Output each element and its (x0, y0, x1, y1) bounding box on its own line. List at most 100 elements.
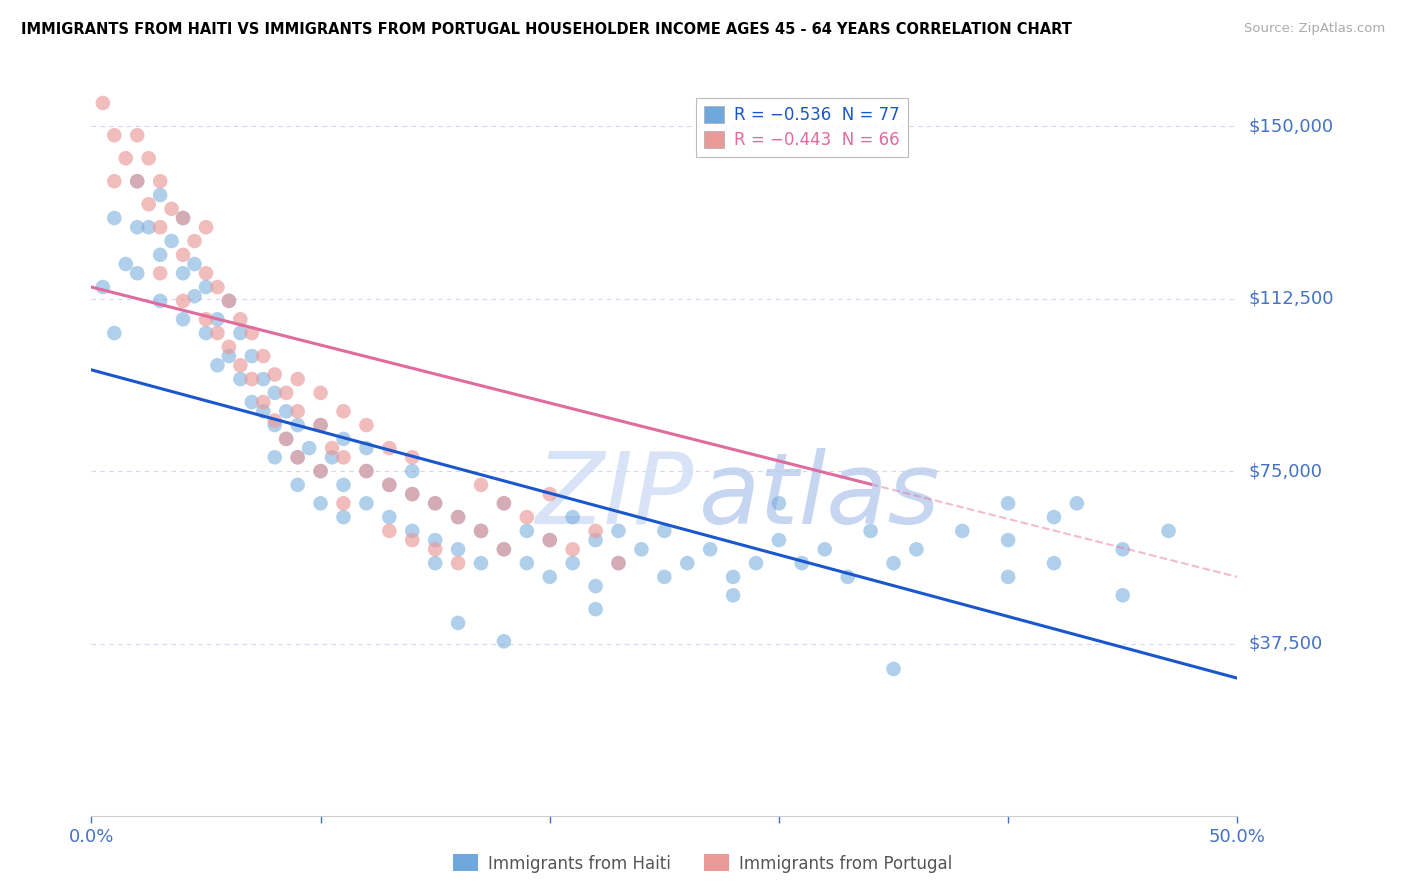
Point (172, 248, 194, 262)
Point (287, 478, 309, 492)
Point (790, 556, 813, 570)
Point (516, 510, 538, 524)
Point (252, 395, 274, 409)
Point (138, 151, 160, 165)
Point (447, 542, 470, 557)
Point (298, 441, 321, 455)
Point (229, 372, 252, 386)
Text: atlas: atlas (699, 448, 941, 545)
Point (332, 432, 354, 446)
Point (447, 615, 470, 630)
Point (91, 280, 114, 294)
Point (287, 450, 309, 465)
Point (447, 510, 470, 524)
Point (138, 197, 160, 211)
Point (538, 487, 561, 501)
Point (768, 496, 790, 510)
Point (814, 542, 837, 557)
Point (401, 533, 423, 548)
Point (585, 579, 607, 593)
Point (263, 418, 285, 433)
Point (252, 404, 274, 418)
Point (332, 496, 354, 510)
Point (652, 524, 675, 538)
Text: ZIP: ZIP (534, 448, 693, 545)
Point (207, 312, 229, 326)
Point (837, 570, 859, 584)
Point (401, 524, 423, 538)
Point (721, 570, 744, 584)
Point (356, 464, 378, 478)
Point (309, 464, 332, 478)
Point (218, 340, 240, 354)
Point (127, 220, 149, 235)
Point (276, 404, 298, 418)
Point (1111, 588, 1133, 602)
Point (103, 326, 125, 340)
Point (252, 349, 274, 363)
Point (149, 266, 172, 280)
Text: $112,500: $112,500 (1249, 290, 1334, 308)
Point (401, 450, 423, 465)
Point (103, 211, 125, 225)
Point (194, 280, 217, 294)
Point (470, 524, 492, 538)
Text: $150,000: $150,000 (1249, 117, 1333, 135)
Point (287, 404, 309, 418)
Point (207, 280, 229, 294)
Point (607, 556, 630, 570)
Point (276, 432, 298, 446)
Point (997, 496, 1019, 510)
Point (1066, 496, 1088, 510)
Point (309, 385, 332, 400)
Point (149, 174, 172, 188)
Point (561, 510, 583, 524)
Point (1111, 542, 1133, 557)
Point (218, 293, 240, 308)
Point (516, 556, 538, 570)
Point (229, 312, 252, 326)
Point (172, 211, 194, 225)
Point (127, 266, 149, 280)
Legend: Immigrants from Haiti, Immigrants from Portugal: Immigrants from Haiti, Immigrants from P… (447, 847, 959, 880)
Point (699, 542, 721, 557)
Point (470, 478, 492, 492)
Point (997, 570, 1019, 584)
Point (378, 524, 401, 538)
Point (859, 524, 882, 538)
Point (1043, 556, 1066, 570)
Point (492, 496, 515, 510)
Point (218, 349, 240, 363)
Point (207, 326, 229, 340)
Point (309, 464, 332, 478)
Point (194, 312, 217, 326)
Point (423, 496, 446, 510)
Point (309, 496, 332, 510)
Point (356, 496, 378, 510)
Point (321, 441, 343, 455)
Point (492, 496, 515, 510)
Point (423, 542, 446, 557)
Point (172, 211, 194, 225)
Point (91, 95, 114, 110)
Point (252, 372, 274, 386)
Point (149, 293, 172, 308)
Point (160, 202, 183, 216)
Point (172, 266, 194, 280)
Point (561, 542, 583, 557)
Point (263, 413, 285, 427)
Text: $75,000: $75,000 (1249, 462, 1323, 480)
Point (309, 418, 332, 433)
Legend: R = −0.536  N = 77, R = −0.443  N = 66: R = −0.536 N = 77, R = −0.443 N = 66 (696, 97, 908, 157)
Point (183, 234, 205, 248)
Point (240, 372, 263, 386)
Point (287, 450, 309, 465)
Point (492, 542, 515, 557)
Point (423, 496, 446, 510)
Point (538, 533, 561, 548)
Point (950, 524, 973, 538)
Point (276, 385, 298, 400)
Point (276, 432, 298, 446)
Point (423, 556, 446, 570)
Point (149, 248, 172, 262)
